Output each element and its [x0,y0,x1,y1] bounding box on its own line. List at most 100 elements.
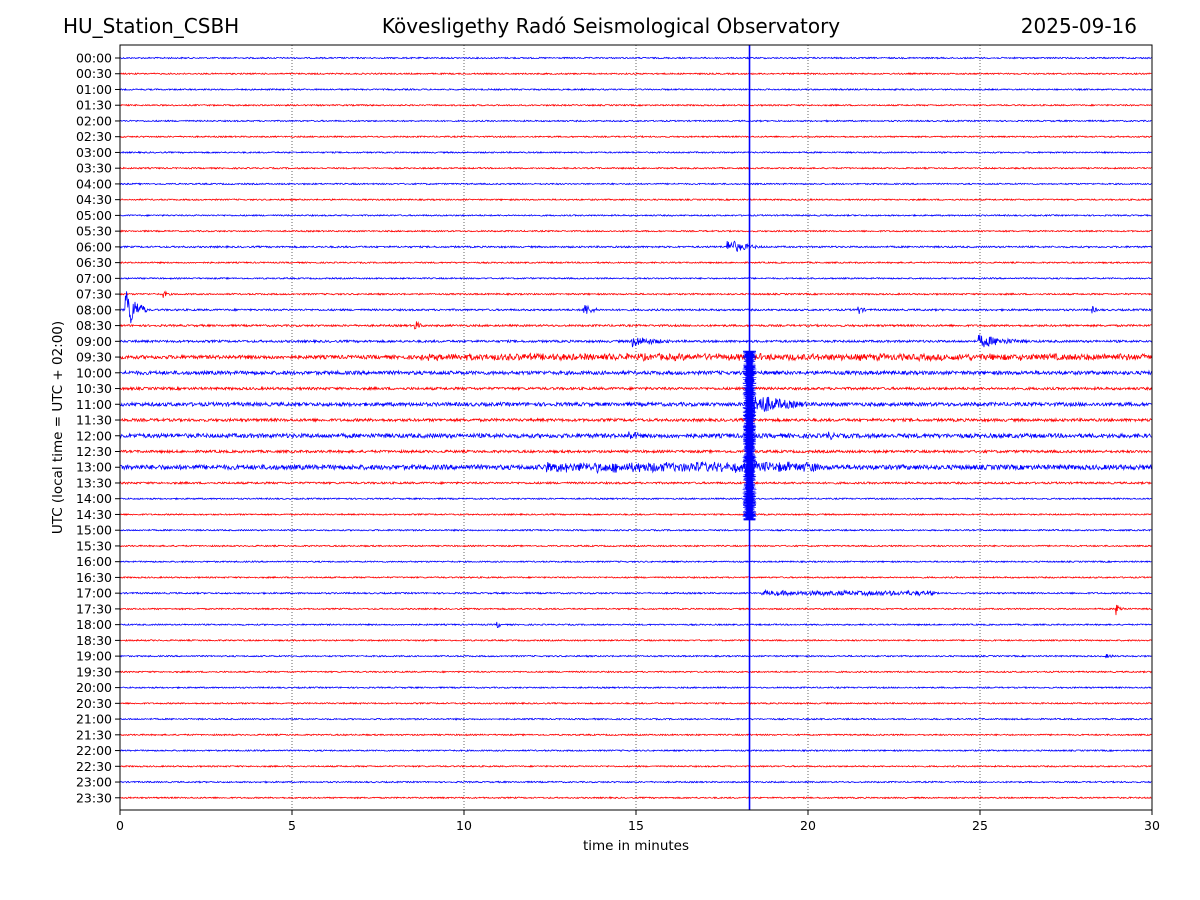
y-tick-label: 01:30 [76,98,112,113]
x-tick-label: 10 [456,818,472,833]
y-tick-label: 00:00 [76,51,112,66]
y-tick-label: 02:30 [76,129,112,144]
x-tick-label: 30 [1144,818,1160,833]
trace-0100 [119,87,1152,92]
x-axis: 0 5 10 15 20 25 30 [116,810,1160,833]
chart-date: 2025-09-16 [1020,14,1137,38]
y-axis-label: UTC (local time = UTC + 02:00) [50,321,66,534]
trace-2130 [119,733,1152,737]
x-tick-label: 0 [116,818,124,833]
trace-1300 [119,460,1152,475]
y-tick-label: 08:00 [76,302,112,317]
y-tick-label: 16:30 [76,570,112,585]
trace-1730 [119,604,1152,616]
y-tick-label: 03:00 [76,145,112,160]
y-tick-label: 03:30 [76,161,112,176]
trace-1100 [119,391,1152,416]
x-tick-label: 20 [800,818,816,833]
y-tick-label: 09:30 [76,350,112,365]
y-tick-label: 12:00 [76,428,112,443]
y-tick-label: 20:30 [76,696,112,711]
trace-1200 [119,431,1152,441]
y-tick-label: 17:00 [76,586,112,601]
trace-0830 [119,321,1152,330]
trace-0400 [119,182,1152,186]
y-tick-label: 20:00 [76,680,112,695]
trace-2100 [119,717,1152,721]
y-tick-label: 21:00 [76,712,112,727]
trace-2030 [119,701,1152,706]
y-tick-label: 13:30 [76,475,112,490]
y-tick-label: 00:30 [76,66,112,81]
y-tick-label: 05:30 [76,224,112,239]
trace-1500 [119,528,1152,532]
trace-group [119,56,1152,800]
y-tick-label: 12:30 [76,444,112,459]
trace-0700 [119,276,1152,281]
trace-0600 [119,240,1152,252]
trace-0500 [119,213,1152,218]
y-tick-label: 04:30 [76,192,112,207]
trace-0200 [119,119,1152,123]
y-tick-label: 17:30 [76,601,112,616]
trace-0900 [119,334,1152,348]
y-tick-label: 11:30 [76,413,112,428]
trace-1630 [119,575,1152,580]
trace-1030 [119,385,1152,392]
y-tick-label: 11:00 [76,397,112,412]
y-tick-label: 19:00 [76,649,112,664]
y-tick-label: 04:00 [76,176,112,191]
y-tick-label: 18:30 [76,633,112,648]
y-tick-label: 23:00 [76,775,112,790]
trace-2330 [119,796,1152,800]
y-tick-label: 01:00 [76,82,112,97]
y-tick-label: 22:30 [76,759,112,774]
trace-0030 [119,72,1152,76]
y-tick-label: 13:00 [76,460,112,475]
y-tick-label: 09:00 [76,334,112,349]
trace-0130 [119,103,1152,107]
trace-1230 [119,448,1152,455]
y-tick-label: 05:00 [76,208,112,223]
trace-0430 [119,198,1152,202]
trace-0000 [119,56,1152,60]
marker-group [742,45,757,810]
y-tick-label: 10:30 [76,381,112,396]
trace-0300 [119,150,1152,155]
trace-0800 [119,291,1152,324]
y-tick-label: 10:00 [76,365,112,380]
trace-0530 [119,229,1152,233]
y-tick-label: 23:30 [76,790,112,805]
x-tick-label: 15 [628,818,644,833]
trace-1700 [119,588,1152,598]
station-name: HU_Station_CSBH [63,14,240,38]
y-tick-label: 07:30 [76,287,112,302]
trace-1600 [119,560,1152,564]
trace-2000 [119,685,1152,690]
trace-2200 [119,748,1152,753]
y-tick-label: 08:30 [76,318,112,333]
trace-2230 [119,764,1152,768]
trace-1130 [119,417,1152,423]
trace-0930 [119,352,1152,363]
y-tick-label: 15:30 [76,538,112,553]
trace-1830 [119,638,1152,643]
y-tick-label: 19:30 [76,664,112,679]
chart-title: Kövesligethy Radó Seismological Observat… [381,14,841,38]
y-tick-label: 15:00 [76,523,112,538]
trace-1900 [119,653,1152,659]
y-tick-label: 06:30 [76,255,112,270]
trace-2300 [119,780,1152,784]
y-tick-label: 07:00 [76,271,112,286]
trace-1530 [119,544,1152,548]
y-tick-label: 02:00 [76,113,112,128]
y-tick-label: 06:00 [76,239,112,254]
trace-1330 [119,480,1152,486]
y-tick-label: 14:30 [76,507,112,522]
trace-0630 [119,260,1152,265]
y-tick-label: 16:00 [76,554,112,569]
trace-1930 [119,670,1152,674]
y-tick-label: 18:00 [76,617,112,632]
trace-1400 [119,497,1152,501]
